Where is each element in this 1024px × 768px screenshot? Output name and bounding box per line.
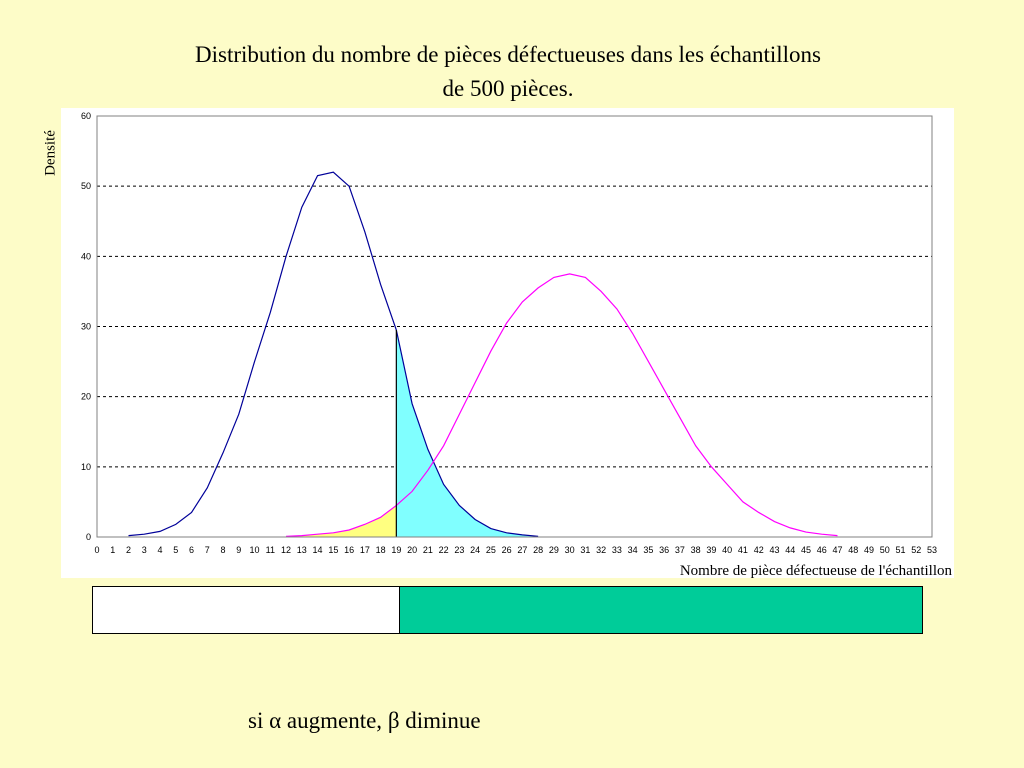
x-tick-label: 44 xyxy=(785,545,795,555)
x-tick-label: 45 xyxy=(801,545,811,555)
x-axis-label: Nombre de pièce défectueuse de l'échanti… xyxy=(679,563,952,579)
x-tick-label: 2 xyxy=(126,545,131,555)
x-tick-label: 48 xyxy=(848,545,858,555)
x-tick-label: 52 xyxy=(911,545,921,555)
x-tick-label: 49 xyxy=(864,545,874,555)
y-tick-label: 20 xyxy=(81,392,91,402)
x-tick-label: 26 xyxy=(502,545,512,555)
footnote-middle: augmente, xyxy=(281,708,388,733)
x-tick-label: 14 xyxy=(313,545,323,555)
x-tick-label: 13 xyxy=(297,545,307,555)
x-tick-label: 20 xyxy=(407,545,417,555)
footnote-suffix: diminue xyxy=(399,708,481,733)
x-tick-label: 46 xyxy=(817,545,827,555)
footnote-prefix: si xyxy=(248,708,270,733)
x-tick-label: 21 xyxy=(423,545,433,555)
x-tick-label: 0 xyxy=(94,545,99,555)
rejection-region xyxy=(399,587,922,633)
x-tick-label: 35 xyxy=(643,545,653,555)
x-tick-label: 50 xyxy=(880,545,890,555)
x-tick-label: 51 xyxy=(895,545,905,555)
x-tick-label: 7 xyxy=(205,545,210,555)
x-tick-label: 15 xyxy=(328,545,338,555)
x-tick-label: 4 xyxy=(158,545,163,555)
x-tick-label: 31 xyxy=(580,545,590,555)
acceptance-region xyxy=(93,587,399,633)
x-tick-label: 22 xyxy=(439,545,449,555)
x-tick-label: 53 xyxy=(927,545,937,555)
x-tick-label: 23 xyxy=(454,545,464,555)
x-tick-label: 5 xyxy=(173,545,178,555)
x-tick-label: 12 xyxy=(281,545,291,555)
x-tick-label: 24 xyxy=(470,545,480,555)
chart-title: Distribution du nombre de pièces défectu… xyxy=(108,38,908,106)
h1-curve xyxy=(286,273,838,537)
x-tick-label: 8 xyxy=(221,545,226,555)
alpha-symbol: α xyxy=(269,708,282,733)
x-tick-label: 41 xyxy=(738,545,748,555)
y-axis-label-text: Densité xyxy=(42,130,59,176)
x-tick-label: 3 xyxy=(142,545,147,555)
x-tick-label: 36 xyxy=(659,545,669,555)
x-tick-label: 1 xyxy=(110,545,115,555)
decision-band xyxy=(92,586,923,634)
y-tick-label: 10 xyxy=(81,462,91,472)
y-axis-label: Densité xyxy=(36,116,66,190)
x-tick-label: 16 xyxy=(344,545,354,555)
alpha-region xyxy=(396,330,539,537)
x-tick-label: 25 xyxy=(486,545,496,555)
y-tick-label: 0 xyxy=(86,532,91,542)
x-tick-label: 19 xyxy=(391,545,401,555)
x-tick-label: 18 xyxy=(376,545,386,555)
x-tick-label: 17 xyxy=(360,545,370,555)
x-tick-label: 38 xyxy=(691,545,701,555)
beta-region xyxy=(286,505,397,537)
x-tick-label: 37 xyxy=(675,545,685,555)
x-tick-label: 33 xyxy=(612,545,622,555)
x-tick-label: 47 xyxy=(832,545,842,555)
chart-title-line1: Distribution du nombre de pièces défectu… xyxy=(195,42,821,67)
y-tick-label: 50 xyxy=(81,181,91,191)
x-tick-label: 42 xyxy=(754,545,764,555)
x-tick-label: 32 xyxy=(596,545,606,555)
x-tick-label: 6 xyxy=(189,545,194,555)
x-tick-label: 40 xyxy=(722,545,732,555)
y-tick-label: 40 xyxy=(81,251,91,261)
chart-title-line2: de 500 pièces. xyxy=(442,76,574,101)
x-tick-label: 28 xyxy=(533,545,543,555)
h0-curve xyxy=(128,171,539,537)
y-tick-label: 60 xyxy=(81,111,91,121)
plot-area: 0 10 20 30 40 50 60 0 1 2 3 4 5 6 7 8 9 10 11 12 13 14 15 16 17 1… xyxy=(61,108,954,578)
x-tick-label: 30 xyxy=(565,545,575,555)
x-tick-label: 9 xyxy=(236,545,241,555)
x-tick-label: 29 xyxy=(549,545,559,555)
x-tick-label: 43 xyxy=(769,545,779,555)
y-tick-label: 30 xyxy=(81,322,91,332)
beta-symbol: β xyxy=(387,708,400,733)
footnote: si α augmente, β diminue xyxy=(248,708,481,734)
x-tick-label: 27 xyxy=(517,545,527,555)
x-tick-label: 11 xyxy=(266,545,275,555)
x-tick-label: 34 xyxy=(628,545,638,555)
x-tick-label: 10 xyxy=(250,545,260,555)
x-tick-label: 39 xyxy=(706,545,716,555)
